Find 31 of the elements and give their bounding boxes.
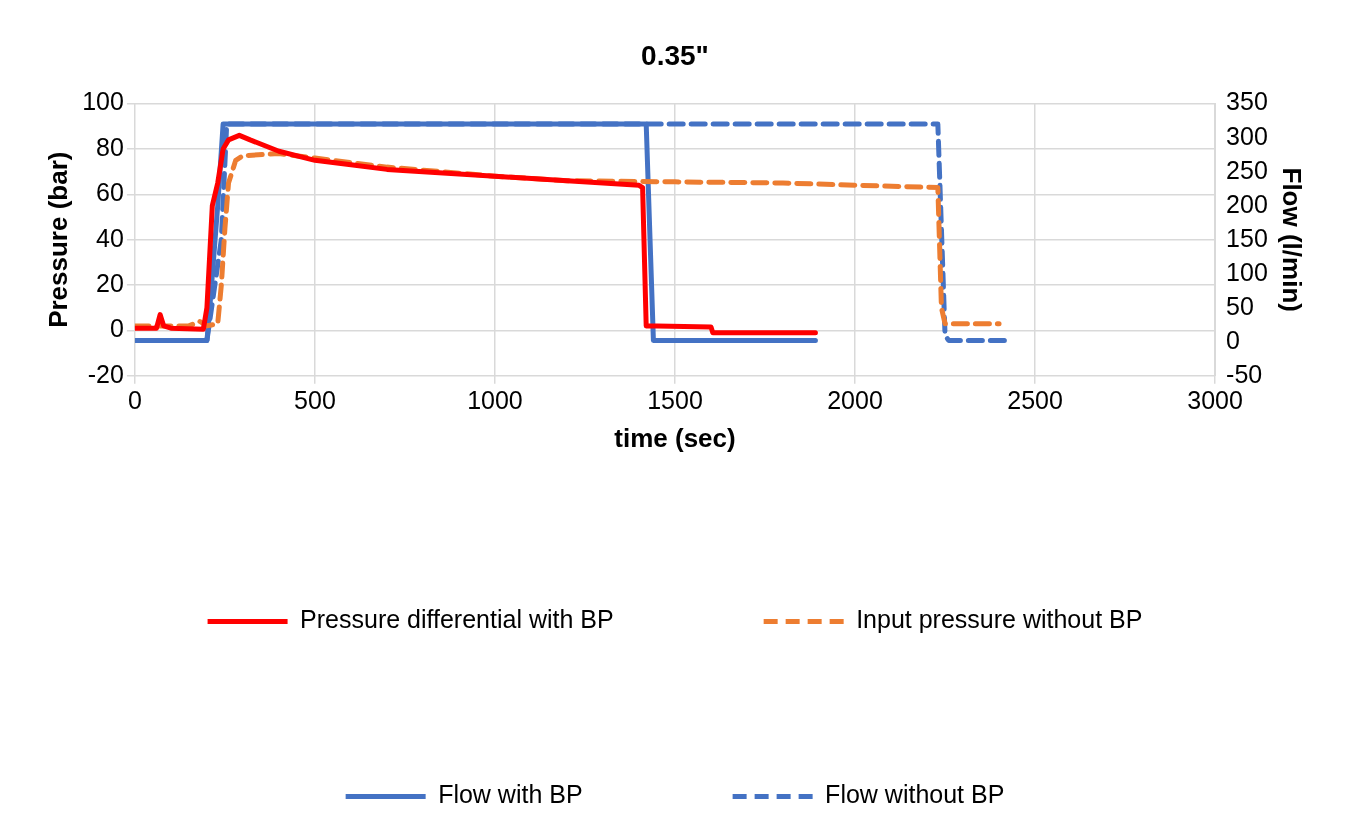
y2-tick-label: 300	[1226, 121, 1268, 150]
y2-axis-title: Flow (l/min)	[1277, 167, 1308, 312]
x-tick-label: 3000	[1187, 385, 1243, 414]
y-tick-label: 0	[110, 314, 124, 343]
x-tick-label: 1500	[647, 385, 703, 414]
y-tick-label: -20	[87, 359, 124, 388]
x-tick-label: 2500	[1007, 385, 1063, 414]
y2-tick-label: 50	[1226, 291, 1254, 320]
y-tick-label: 40	[96, 223, 124, 252]
y2-tick-label: 100	[1226, 257, 1268, 286]
legend-label: Input pressure without BP	[856, 605, 1143, 634]
legend-label: Flow without BP	[825, 780, 1005, 809]
y2-tick-label: 200	[1226, 189, 1268, 218]
x-tick-label: 1000	[467, 385, 523, 414]
y2-tick-label: -50	[1226, 359, 1263, 388]
y2-tick-label: 350	[1226, 87, 1268, 116]
y-tick-label: 60	[96, 178, 124, 207]
x-axis-title: time (sec)	[614, 422, 736, 453]
x-tick-label: 0	[127, 385, 142, 414]
y-axis-title: Pressure (bar)	[42, 151, 73, 328]
y2-tick-label: 150	[1226, 223, 1268, 252]
y2-tick-label: 250	[1226, 155, 1268, 184]
legend-label: Flow with BP	[438, 780, 583, 809]
y-tick-label: 20	[96, 268, 124, 297]
y-tick-label: 80	[96, 132, 124, 161]
legend-label: Pressure differential with BP	[300, 605, 614, 634]
chart-title: 0.35"	[641, 39, 709, 71]
y2-tick-label: 0	[1226, 325, 1240, 354]
y-tick-label: 100	[82, 87, 124, 116]
x-tick-label: 500	[294, 385, 336, 414]
x-tick-label: 2000	[827, 385, 883, 414]
